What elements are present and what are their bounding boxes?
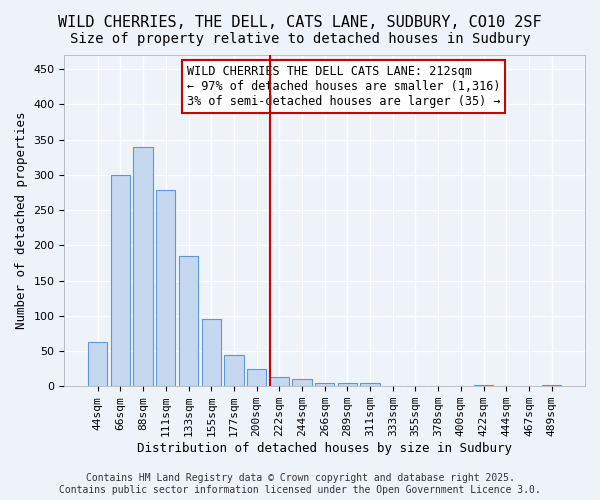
Bar [202,320,221,386]
Bar [292,379,311,386]
Bar [133,146,153,386]
Bar [247,368,266,386]
Text: WILD CHERRIES, THE DELL, CATS LANE, SUDBURY, CO10 2SF: WILD CHERRIES, THE DELL, CATS LANE, SUDB… [58,15,542,30]
Bar [269,377,289,386]
X-axis label: Distribution of detached houses by size in Sudbury: Distribution of detached houses by size … [137,442,512,455]
Bar [315,382,334,386]
Bar [111,175,130,386]
Bar [474,385,493,386]
Bar [224,354,244,386]
Text: Contains HM Land Registry data © Crown copyright and database right 2025.
Contai: Contains HM Land Registry data © Crown c… [59,474,541,495]
Text: WILD CHERRIES THE DELL CATS LANE: 212sqm
← 97% of detached houses are smaller (1: WILD CHERRIES THE DELL CATS LANE: 212sqm… [187,65,500,108]
Bar [88,342,107,386]
Bar [542,385,562,386]
Bar [338,382,357,386]
Y-axis label: Number of detached properties: Number of detached properties [15,112,28,330]
Text: Size of property relative to detached houses in Sudbury: Size of property relative to detached ho… [70,32,530,46]
Bar [156,190,175,386]
Bar [179,256,198,386]
Bar [361,384,380,386]
